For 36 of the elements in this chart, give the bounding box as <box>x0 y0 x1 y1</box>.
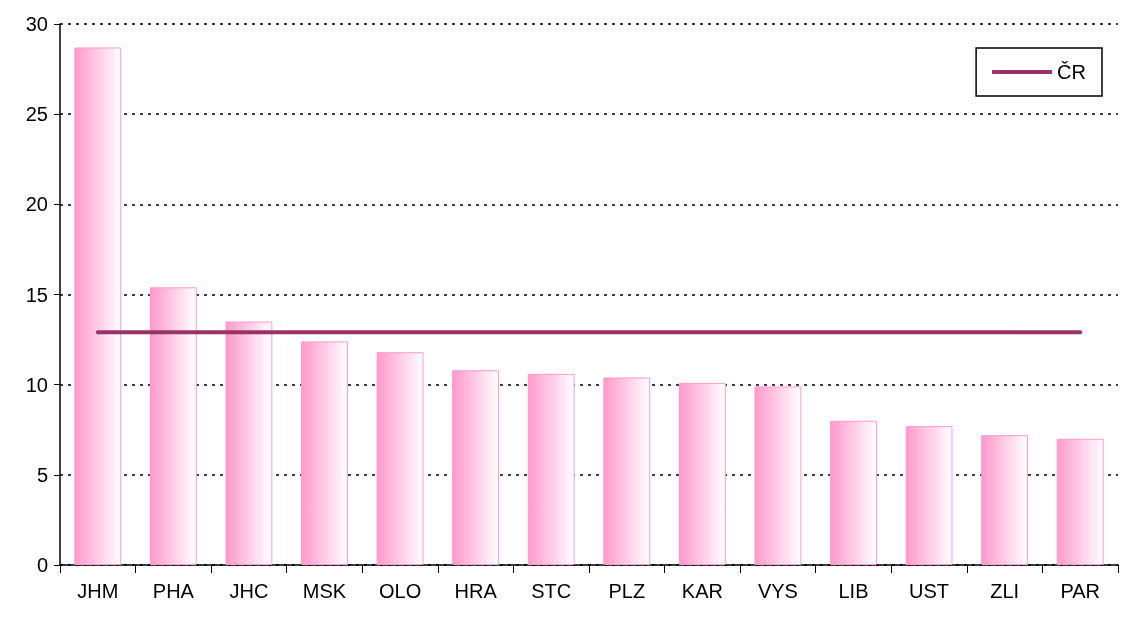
bar <box>225 321 273 565</box>
y-tick-label: 20 <box>25 193 48 216</box>
bar <box>149 287 197 565</box>
bar <box>74 47 122 565</box>
legend-label: ČR <box>1057 61 1086 83</box>
x-tick-label: PAR <box>1060 580 1101 602</box>
bar <box>905 426 953 565</box>
bar <box>301 341 348 565</box>
bar <box>376 352 424 565</box>
y-tick-label: 5 <box>36 463 48 486</box>
y-tick-label: 0 <box>36 554 48 576</box>
bar <box>754 386 802 565</box>
y-tick-label: 25 <box>25 103 48 126</box>
bar <box>830 420 877 565</box>
x-tick-label: VYS <box>757 580 798 602</box>
y-tick-label: 10 <box>25 373 48 396</box>
x-tick-label: UST <box>909 580 950 602</box>
bar <box>452 370 500 565</box>
x-tick-label: OLO <box>378 580 422 602</box>
y-tick-label: 15 <box>25 283 48 306</box>
bar <box>981 435 1029 565</box>
x-tick-label: PLZ <box>608 580 646 602</box>
x-tick-label: PHA <box>152 580 195 602</box>
x-tick-label: ZLI <box>990 580 1020 602</box>
bar <box>678 382 726 565</box>
x-tick-label: MSK <box>302 580 347 602</box>
y-tick-label: 30 <box>25 13 48 35</box>
x-tick-label: KAR <box>681 580 723 602</box>
x-tick-label: HRA <box>454 580 498 602</box>
x-tick-label: JHM <box>77 580 119 602</box>
bar <box>527 373 575 565</box>
bar <box>1056 438 1104 565</box>
x-tick-label: JHC <box>229 580 269 602</box>
x-tick-label: LIB <box>838 580 869 602</box>
bar <box>603 377 651 565</box>
x-tick-label: STC <box>531 580 572 602</box>
